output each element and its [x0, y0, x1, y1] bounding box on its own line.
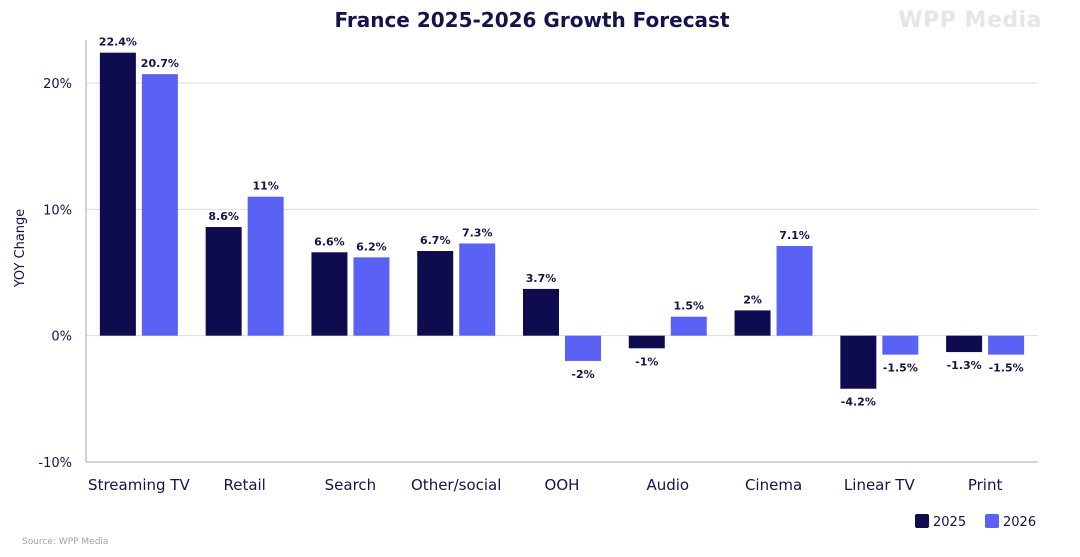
bar-2025	[734, 310, 771, 336]
bar-2025	[946, 335, 983, 353]
bar-2025	[840, 335, 877, 389]
y-tick-label: 0%	[51, 330, 72, 345]
bar-2026	[670, 316, 707, 336]
data-label: 2%	[743, 293, 762, 306]
data-label: -1.5%	[883, 362, 918, 375]
y-tick-label: 20%	[43, 77, 72, 92]
legend-label-2025: 2025	[933, 515, 966, 530]
bar-2025	[99, 52, 136, 336]
category-label: Audio	[646, 476, 689, 494]
data-label: 3.7%	[526, 272, 557, 285]
data-label: -4.2%	[841, 396, 876, 409]
category-label: Streaming TV	[88, 476, 190, 494]
data-label: -2%	[571, 368, 594, 381]
legend-swatch-2026	[985, 514, 999, 528]
bar-2026	[141, 74, 178, 336]
bar-2026	[247, 196, 284, 336]
legend-swatch-2025	[915, 514, 929, 528]
legend-label-2026: 2026	[1003, 515, 1036, 530]
bar-2025	[311, 252, 348, 336]
category-label: Search	[325, 476, 377, 494]
data-label: 6.7%	[420, 234, 451, 247]
data-label: 11%	[252, 180, 278, 193]
category-label: Cinema	[745, 476, 802, 494]
category-label: OOH	[545, 476, 580, 494]
bar-2025	[628, 335, 665, 349]
data-label: -1.3%	[947, 359, 982, 372]
category-label: Retail	[223, 476, 265, 494]
data-label: -1%	[635, 355, 658, 368]
category-label: Linear TV	[844, 476, 916, 494]
bar-2026	[353, 257, 390, 336]
data-label: 22.4%	[99, 36, 137, 49]
bar-2026	[565, 335, 601, 361]
bar-2025	[205, 227, 242, 336]
data-label: 7.1%	[779, 229, 810, 242]
y-tick-label: 10%	[43, 203, 72, 218]
category-label: Print	[968, 476, 1003, 494]
data-label: 6.6%	[314, 235, 345, 248]
data-label: -1.5%	[989, 362, 1024, 375]
bar-2026	[459, 243, 496, 336]
bar-2026	[988, 335, 1025, 355]
data-label: 6.2%	[356, 240, 387, 253]
data-label: 8.6%	[208, 210, 239, 223]
bar-2025	[523, 288, 559, 336]
legend: 2025 2026	[915, 514, 1036, 530]
y-tick-label: -10%	[38, 456, 72, 471]
bar-2025	[417, 251, 454, 336]
data-label: 1.5%	[674, 300, 705, 313]
y-axis-label: YOY Change	[13, 209, 28, 289]
bar-2026	[776, 245, 813, 336]
bar-2026	[882, 335, 919, 355]
category-label: Other/social	[411, 476, 501, 494]
wpp-media-logo: WPP Media	[898, 8, 1042, 33]
source-note: Source: WPP Media	[22, 537, 109, 547]
chart-title: France 2025-2026 Growth Forecast	[334, 8, 729, 32]
data-label: 20.7%	[141, 57, 179, 70]
data-label: 7.3%	[462, 226, 493, 239]
